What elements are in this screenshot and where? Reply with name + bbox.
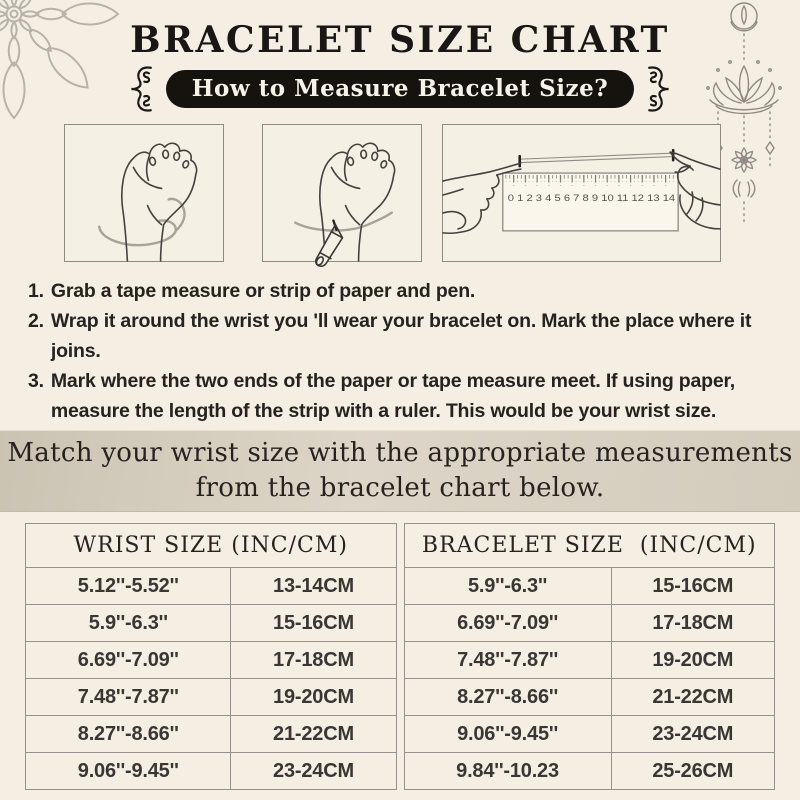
how-to-measure-banner: How to Measure Bracelet Size? [165, 70, 635, 108]
table-cell: 21-22CM [610, 678, 776, 716]
wrist-size-header: WRIST SIZE (INC/CM) [25, 523, 397, 568]
table-row: 5.9''-6.3'' 15-16CM [24, 604, 397, 642]
table-row: 9.06''-9.45'' 23-24CM [403, 715, 776, 753]
table-row: 9.06''-9.45'' 23-24CM [24, 752, 397, 790]
table-cell: 5.9''-6.3'' [403, 567, 612, 605]
table-cell: 21-22CM [230, 715, 397, 753]
right-flourish-icon [648, 66, 669, 112]
page-title: BRACELET SIZE CHART [130, 19, 670, 61]
wrist-size-table: WRIST SIZE (INC/CM) 5.12''-5.52'' 13-14CM… [24, 523, 397, 790]
illustration-strip: 0 1 2 3 4 5 6 7 8 9 10 11 12 13 14 [0, 124, 800, 267]
table-row: 7.48''-7.87'' 19-20CM [24, 678, 397, 716]
steps-list: 1. Grab a tape measure or strip of paper… [28, 276, 772, 426]
step-number: 3. [28, 370, 44, 392]
mark-wrist-illustration [262, 124, 422, 267]
subtitle-row: How to Measure Bracelet Size? [0, 66, 800, 112]
bracelet-size-header: BRACELET SIZE (INC/CM) [403, 523, 775, 568]
step-text: Wrap it around the wrist you 'll wear yo… [50, 310, 752, 362]
table-cell: 7.48''-7.87'' [403, 641, 612, 679]
table-cell: 9.06''-9.45'' [403, 715, 612, 753]
step-text: Mark where the two ends of the paper or … [50, 370, 735, 422]
step-item-2: 2. Wrap it around the wrist you 'll wear… [28, 306, 772, 366]
hands-with-ruler-icon: 0 1 2 3 4 5 6 7 8 9 10 11 12 13 14 [442, 148, 721, 235]
table-cell: 15-16CM [610, 567, 776, 605]
table-cell: 5.9''-6.3'' [24, 604, 232, 642]
table-cell: 5.12''-5.52'' [24, 567, 232, 605]
table-cell: 17-18CM [230, 641, 397, 679]
table-cell: 8.27''-8.66'' [403, 678, 612, 716]
table-row: 5.9''-6.3'' 15-16CM [403, 567, 776, 605]
table-row: 8.27''-8.66'' 21-22CM [403, 678, 776, 716]
step-text: Grab a tape measure or strip of paper an… [50, 280, 476, 302]
step-number: 2. [28, 310, 44, 332]
table-row: 6.69''-7.09'' 17-18CM [403, 604, 776, 642]
banner-line-2: from the bracelet chart below. [195, 473, 605, 503]
ruler-numbers: 0 1 2 3 4 5 6 7 8 9 10 11 12 13 14 [508, 193, 675, 204]
table-cell: 9.84''-10.23 [403, 752, 612, 790]
table-row: 6.69''-7.09'' 17-18CM [24, 641, 397, 679]
table-cell: 8.27''-8.66'' [24, 715, 232, 753]
table-cell: 13-14CM [230, 567, 397, 605]
step-number: 1. [28, 280, 44, 302]
banner-line-1: Match your wrist size with the appropria… [7, 438, 793, 468]
step-item-1: 1. Grab a tape measure or strip of paper… [28, 276, 772, 306]
bracelet-size-table: BRACELET SIZE (INC/CM) 5.9''-6.3'' 15-16C… [403, 523, 776, 790]
table-row: 5.12''-5.52'' 13-14CM [24, 567, 397, 605]
table-cell: 15-16CM [230, 604, 397, 642]
table-cell: 23-24CM [610, 715, 776, 753]
table-cell: 19-20CM [230, 678, 397, 716]
mandala-flower-icon [0, 0, 119, 120]
table-cell: 17-18CM [610, 604, 776, 642]
table-cell: 25-26CM [610, 752, 776, 790]
table-cell: 7.48''-7.87'' [24, 678, 232, 716]
left-flourish-icon [131, 66, 152, 112]
table-cell: 19-20CM [610, 641, 776, 679]
table-cell: 23-24CM [230, 752, 397, 790]
wrap-wrist-illustration [64, 124, 224, 262]
table-row: 7.48''-7.87'' 19-20CM [403, 641, 776, 679]
table-cell: 6.69''-7.09'' [24, 641, 232, 679]
hand-with-pen-icon [293, 142, 396, 267]
table-row: 8.27''-8.66'' 21-22CM [24, 715, 397, 753]
table-cell: 6.69''-7.09'' [403, 604, 612, 642]
table-row: 9.84''-10.23 25-26CM [403, 752, 776, 790]
size-tables: WRIST SIZE (INC/CM) 5.12''-5.52'' 13-14CM… [24, 523, 776, 790]
ruler-measure-illustration: 0 1 2 3 4 5 6 7 8 9 10 11 12 13 14 [442, 124, 721, 262]
match-size-banner: Match your wrist size with the appropria… [0, 430, 800, 512]
hand-with-tape-icon [98, 142, 198, 262]
table-cell: 9.06''-9.45'' [24, 752, 232, 790]
step-item-3: 3. Mark where the two ends of the paper … [28, 366, 772, 426]
